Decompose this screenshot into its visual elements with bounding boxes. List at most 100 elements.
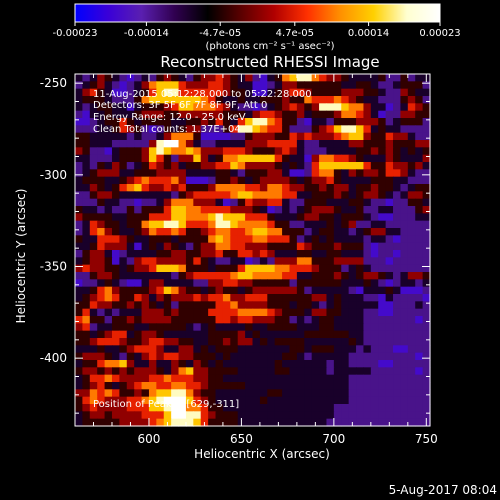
heatmap-cell (193, 96, 202, 104)
heatmap-cell (326, 308, 335, 317)
heatmap-cell (407, 110, 416, 119)
heatmap-cell (267, 125, 276, 134)
heatmap-cell (163, 308, 172, 317)
x-tick-label: 650 (230, 432, 253, 446)
heatmap-cell (304, 213, 313, 222)
heatmap-cell (415, 220, 424, 229)
heatmap-cell (296, 162, 305, 170)
heatmap-cell (393, 279, 402, 288)
heatmap-cell (141, 140, 150, 148)
heatmap-cell (370, 308, 379, 317)
heatmap-cell (171, 81, 180, 90)
heatmap-cell (215, 125, 224, 134)
heatmap-cell (319, 360, 328, 368)
heatmap-cell (148, 257, 157, 266)
heatmap-cell (89, 279, 98, 288)
heatmap-cell (341, 220, 350, 229)
heatmap-cell (230, 338, 239, 346)
heatmap-cell (230, 132, 239, 141)
heatmap-cell (237, 242, 246, 251)
heatmap-cell (259, 396, 268, 405)
heatmap-cell (348, 154, 357, 163)
heatmap-cell (304, 389, 313, 398)
heatmap-cell (245, 382, 254, 390)
heatmap-cell (237, 191, 246, 200)
heatmap-cell (348, 316, 357, 324)
heatmap-cell (89, 257, 98, 266)
heatmap-cell (296, 272, 305, 280)
heatmap-cell (341, 279, 350, 288)
heatmap-cell (75, 286, 83, 295)
heatmap-cell (200, 191, 209, 200)
heatmap-cell (282, 176, 291, 185)
plot-frame (74, 73, 431, 427)
heatmap-cell (393, 162, 402, 170)
heatmap-cell (415, 162, 424, 170)
heatmap-cell (407, 228, 416, 236)
heatmap-cell (356, 88, 365, 97)
heatmap-cell (289, 96, 298, 104)
heatmap-cell (363, 103, 372, 112)
heatmap-cell (119, 206, 128, 214)
heatmap-cell (370, 154, 379, 163)
heatmap-cell (407, 184, 416, 192)
heatmap-cell (75, 352, 83, 361)
heatmap-cell (326, 382, 335, 390)
heatmap-cell (215, 191, 224, 200)
heatmap-cell (200, 169, 209, 178)
heatmap-cell (370, 74, 379, 82)
heatmap-cell (141, 228, 150, 236)
heatmap-cell (119, 338, 128, 346)
heatmap-cell (356, 140, 365, 148)
heatmap-cell (141, 213, 150, 222)
heatmap-cell (75, 272, 83, 280)
heatmap-cell (407, 213, 416, 222)
heatmap-cell (215, 242, 224, 251)
heatmap-cell (311, 301, 320, 310)
heatmap-cell (259, 301, 268, 310)
heatmap-cell (75, 411, 83, 420)
heatmap-cell (104, 103, 113, 112)
heatmap-cell (282, 125, 291, 134)
heatmap-cell (422, 169, 431, 178)
heatmap-cell (119, 191, 128, 200)
heatmap-cell (97, 169, 106, 178)
heatmap-cell (348, 338, 357, 346)
heatmap-cell (163, 316, 172, 324)
heatmap-cell (237, 198, 246, 207)
heatmap-cell (185, 250, 194, 258)
heatmap-cell (156, 242, 165, 251)
heatmap-cell (267, 294, 276, 302)
heatmap-cell (319, 352, 328, 361)
heatmap-cell (363, 162, 372, 170)
heatmap-cell (326, 323, 335, 332)
heatmap-cell (289, 367, 298, 376)
heatmap-cell (385, 228, 394, 236)
heatmap-cell (415, 257, 424, 266)
heatmap-cell (282, 88, 291, 97)
heatmap-cell (356, 301, 365, 310)
heatmap-cell (326, 338, 335, 346)
heatmap-cell (134, 404, 143, 412)
heatmap-cell (274, 250, 283, 258)
heatmap-cell (163, 279, 172, 288)
heatmap-cell (148, 382, 157, 390)
heatmap-cell (311, 389, 320, 398)
heatmap-cell (119, 154, 128, 163)
heatmap-cell (75, 140, 83, 148)
heatmap-cell (185, 125, 194, 134)
heatmap-cell (104, 323, 113, 332)
heatmap-cell (222, 220, 231, 229)
heatmap-cell (185, 154, 194, 163)
heatmap-cell (333, 125, 342, 134)
heatmap-cell (171, 360, 180, 368)
heatmap-cell (82, 169, 91, 178)
heatmap-cell (252, 323, 261, 332)
heatmap-cell (200, 382, 209, 390)
heatmap-cell (119, 411, 128, 420)
heatmap-cell (282, 96, 291, 104)
heatmap-cell (230, 220, 239, 229)
heatmap-cell (341, 110, 350, 119)
heatmap-cell (422, 118, 431, 126)
heatmap-cell (319, 374, 328, 383)
